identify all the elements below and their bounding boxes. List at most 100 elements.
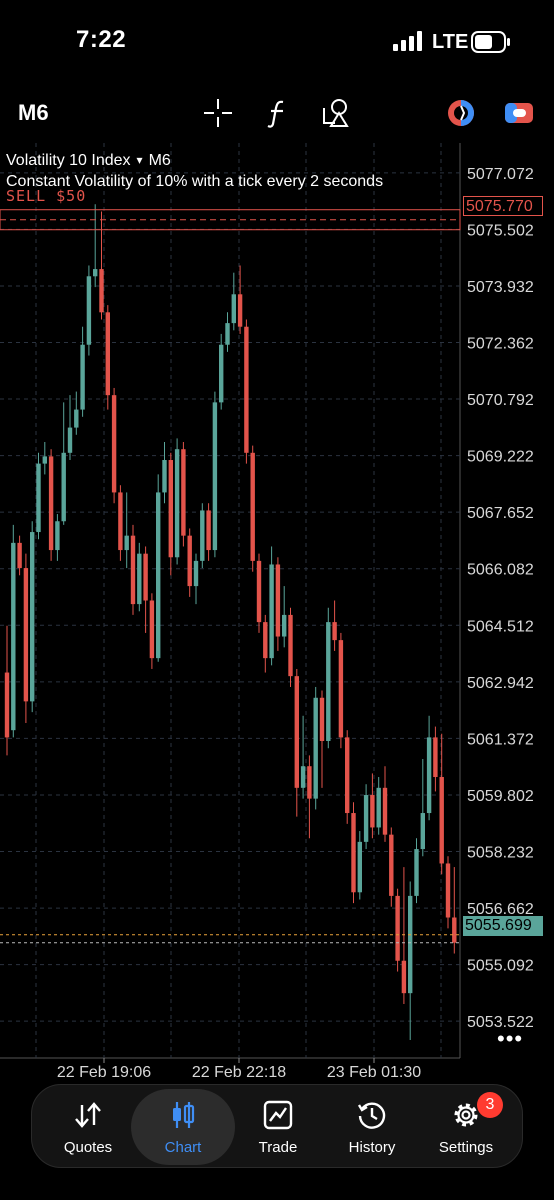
candle-body [86, 276, 92, 345]
y-tick-label: 5075.502 [467, 222, 534, 239]
candle-body [149, 600, 155, 659]
candle-body [74, 409, 79, 428]
candlestick-icon [173, 1102, 195, 1128]
candle-body [99, 269, 104, 313]
quotes-arrows-icon [75, 1102, 101, 1128]
x-tick-label: 23 Feb 01:30 [327, 1064, 421, 1081]
candle-body [193, 560, 199, 587]
symbol-name[interactable]: Volatility 10 Index [6, 152, 131, 169]
y-tick-label: 5064.512 [467, 618, 534, 635]
candle-body [439, 777, 444, 864]
candle-body [256, 560, 262, 623]
nav-quotes-label: Quotes [63, 1139, 113, 1156]
settings-notification-badge: 3 [477, 1092, 503, 1118]
chart-grid [0, 143, 461, 1063]
candle-body [187, 535, 192, 587]
timeframe-button[interactable]: M6 [18, 100, 49, 125]
candle-body [269, 564, 274, 659]
nav-trade[interactable]: Trade [232, 1085, 324, 1169]
candle-body [23, 568, 29, 702]
candle-body [395, 895, 400, 961]
candle-body [42, 456, 47, 464]
candle-body [300, 766, 306, 788]
x-tick-label: 22 Feb 19:06 [57, 1064, 151, 1081]
price-lines [0, 209, 461, 944]
nav-chart[interactable]: Chart [131, 1089, 235, 1165]
nav-chart-label: Chart [164, 1139, 202, 1156]
candle-body [36, 463, 41, 533]
candle-body [326, 622, 331, 741]
y-tick-label: 5067.652 [467, 505, 534, 522]
bottom-navigation: Quotes Chart Trade History Settings [31, 1084, 523, 1168]
y-tick-label: 5072.362 [467, 335, 534, 352]
y-tick-label: 5061.372 [467, 731, 534, 748]
candle-body [345, 737, 350, 814]
chart-info: Volatility 10 Index ▾ M6 Constant Volati… [6, 150, 383, 192]
objects-icon[interactable] [319, 96, 353, 130]
candle-body [105, 312, 110, 396]
candle-body [307, 766, 312, 799]
candle-body [244, 326, 249, 453]
candle-body [168, 460, 173, 558]
candle-body [48, 456, 54, 551]
candle-body [319, 697, 325, 741]
candle-body [420, 813, 425, 850]
y-axis-labels: 5077.072 5075.502 5073.932 5072.362 5070.792… [467, 166, 534, 1031]
nav-quotes[interactable]: Quotes [42, 1085, 134, 1169]
symbol-dropdown-icon[interactable]: ▾ [136, 153, 143, 167]
candle-body [294, 676, 299, 788]
candle-body [206, 510, 211, 551]
candle-body [137, 553, 142, 605]
y-tick-label: 5053.522 [467, 1014, 534, 1031]
indicator-f-icon[interactable] [261, 96, 295, 130]
candle-body [200, 510, 205, 561]
y-tick-label: 5058.232 [467, 845, 534, 862]
nav-settings[interactable]: Settings [420, 1085, 512, 1169]
x-tick-label: 22 Feb 22:18 [192, 1064, 286, 1081]
y-tick-label: 5073.932 [467, 279, 534, 296]
candle-body [17, 542, 22, 569]
candle-body [181, 449, 186, 536]
candle-body [357, 841, 362, 893]
nav-history-label: History [348, 1139, 396, 1156]
y-tick-label: 5066.082 [467, 562, 534, 579]
status-bar: 7:22 LTE [0, 0, 554, 80]
more-options-icon[interactable]: ••• [497, 1026, 524, 1051]
sell-price-tag: 5075.770 [463, 196, 543, 216]
candle-body [351, 813, 356, 893]
symbol-description: Constant Volatility of 10% with a tick e… [6, 173, 384, 190]
trade-chart-icon [263, 1100, 293, 1130]
y-tick-label: 5056.662 [467, 901, 534, 918]
candles [4, 204, 457, 1040]
candle-body [61, 452, 66, 522]
y-tick-label: 5062.942 [467, 675, 534, 692]
sell-line-box [0, 209, 461, 231]
crosshair-icon[interactable] [201, 96, 235, 130]
candle-body [93, 269, 98, 277]
y-tick-label: 5069.222 [467, 449, 534, 466]
candle-body [162, 460, 167, 493]
candle-body [382, 787, 388, 835]
candle-body [231, 294, 236, 324]
status-time: 7:22 [76, 26, 127, 53]
candle-body [282, 614, 287, 637]
candle-body [263, 622, 268, 659]
candle-body [212, 402, 218, 551]
gear-icon [454, 1103, 478, 1127]
carrier-label: LTE [432, 31, 469, 53]
candle-body [174, 449, 180, 558]
account-switch-icon[interactable] [444, 96, 478, 130]
trade-toggle-icon[interactable] [502, 96, 536, 130]
candle-body [237, 294, 243, 327]
nav-history[interactable]: History [326, 1085, 418, 1169]
candle-body [370, 795, 375, 828]
candle-body [250, 452, 255, 561]
candle-body [452, 917, 457, 943]
candle-body [338, 640, 344, 738]
candle-body [67, 427, 73, 453]
candle-body [156, 492, 161, 659]
candle-body [130, 535, 136, 605]
chart-toolbar: M6 [0, 90, 554, 138]
price-chart[interactable]: 5077.072 5075.502 5073.932 5072.362 5070.792… [0, 143, 554, 1083]
nav-trade-label: Trade [258, 1139, 298, 1156]
